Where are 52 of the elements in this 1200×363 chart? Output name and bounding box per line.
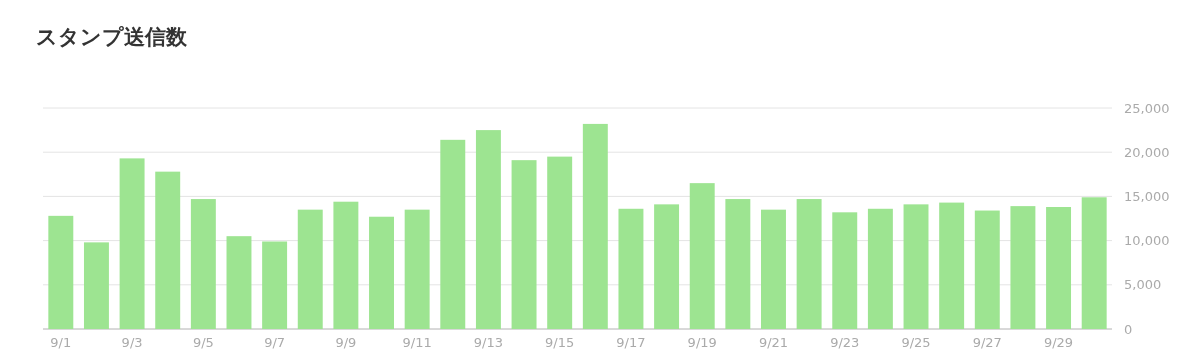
bar bbox=[761, 209, 786, 329]
bar bbox=[333, 201, 359, 329]
y-tick-label: 25,000 bbox=[1124, 100, 1170, 116]
x-tick-label: 9/11 bbox=[402, 335, 432, 350]
bar bbox=[832, 212, 858, 329]
bar bbox=[974, 210, 1000, 329]
bar bbox=[939, 202, 965, 329]
x-tick-label: 9/1 bbox=[50, 335, 72, 350]
bar bbox=[1046, 207, 1072, 329]
x-tick-label: 9/19 bbox=[687, 335, 717, 350]
x-tick-label: 9/13 bbox=[473, 335, 504, 350]
bar bbox=[119, 158, 145, 329]
x-tick-label: 9/17 bbox=[616, 335, 646, 350]
bar bbox=[226, 236, 252, 329]
x-tick-label: 9/29 bbox=[1043, 335, 1074, 350]
bar bbox=[475, 130, 501, 329]
x-tick-label: 9/23 bbox=[830, 335, 860, 350]
x-tick-label: 9/9 bbox=[335, 335, 357, 350]
y-tick-label: 15,000 bbox=[1124, 188, 1170, 204]
bar bbox=[155, 171, 181, 329]
bar bbox=[903, 204, 929, 329]
bar bbox=[440, 139, 466, 329]
bar bbox=[297, 209, 323, 329]
x-tick-label: 9/21 bbox=[758, 335, 789, 350]
x-tick-label: 9/15 bbox=[545, 335, 575, 350]
x-tick-label: 9/5 bbox=[192, 335, 214, 350]
bar bbox=[582, 123, 608, 329]
bar bbox=[190, 199, 216, 329]
bar bbox=[725, 199, 751, 329]
bar bbox=[867, 208, 893, 329]
y-tick-label: 5,000 bbox=[1124, 277, 1162, 293]
y-tick-label: 0 bbox=[1124, 321, 1133, 337]
x-tick-label: 9/3 bbox=[121, 335, 143, 350]
bar bbox=[654, 204, 680, 329]
chart-title: スタンプ送信数 bbox=[36, 25, 188, 49]
bar bbox=[511, 160, 537, 329]
y-tick-label: 20,000 bbox=[1124, 144, 1170, 160]
bar bbox=[48, 215, 74, 329]
bar bbox=[369, 216, 394, 329]
bar bbox=[1010, 206, 1036, 329]
x-tick-label: 9/7 bbox=[264, 335, 286, 350]
y-tick-label: 10,000 bbox=[1124, 233, 1170, 249]
bar bbox=[83, 242, 109, 329]
x-tick-label: 9/25 bbox=[901, 335, 931, 350]
bar bbox=[547, 156, 573, 329]
bar bbox=[689, 183, 715, 329]
bar bbox=[404, 209, 430, 329]
bar bbox=[1081, 197, 1107, 329]
bar bbox=[796, 199, 822, 329]
x-tick-label: 9/27 bbox=[972, 335, 1002, 350]
bar bbox=[262, 241, 288, 329]
bar bbox=[618, 208, 644, 329]
